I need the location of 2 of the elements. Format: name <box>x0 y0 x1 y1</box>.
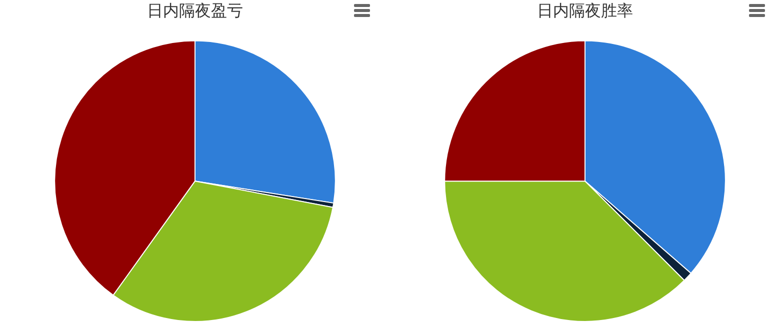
chart-title: 日内隔夜盈亏 <box>147 0 243 20</box>
chart-title: 日内隔夜胜率 <box>537 0 633 20</box>
